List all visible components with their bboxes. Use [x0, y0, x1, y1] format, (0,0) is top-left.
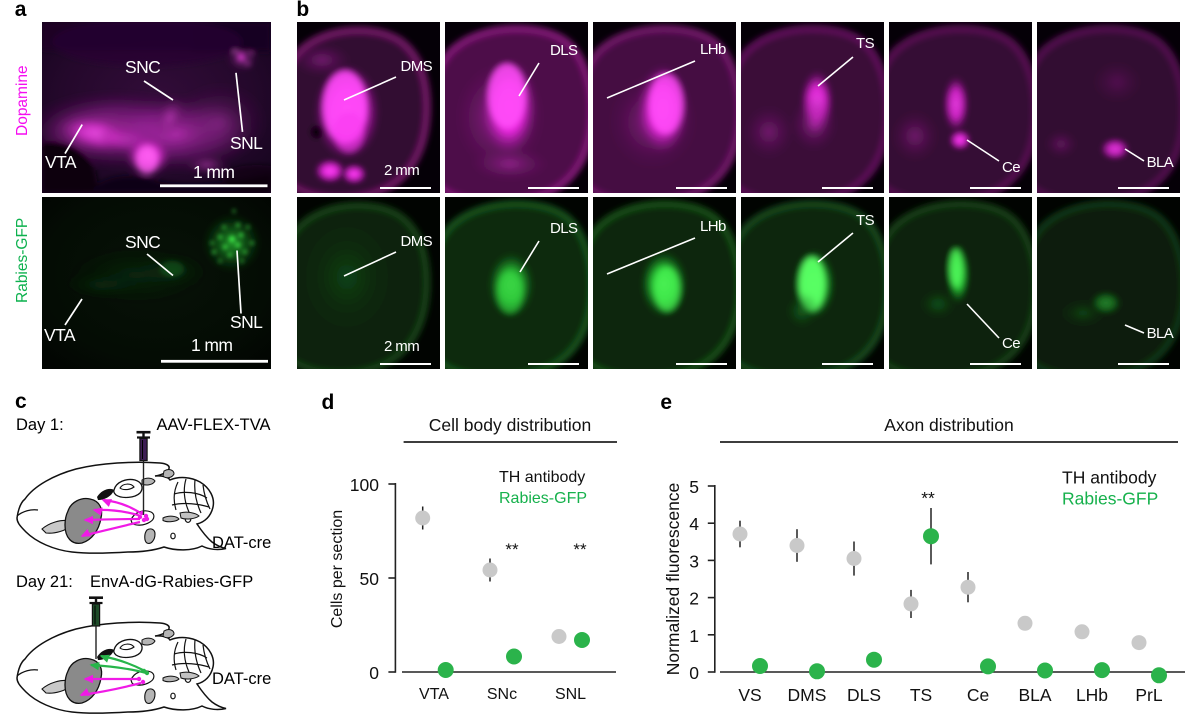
svg-text:Ce: Ce [967, 685, 989, 705]
svg-text:**: ** [573, 540, 587, 559]
svg-text:Cells per section: Cells per section [330, 510, 346, 628]
svg-text:100: 100 [350, 475, 379, 495]
svg-text:5: 5 [689, 477, 699, 497]
svg-text:VTA: VTA [419, 686, 449, 703]
svg-text:TH antibody: TH antibody [499, 469, 585, 486]
svg-text:DLS: DLS [847, 685, 881, 705]
svg-text:SNc: SNc [487, 686, 517, 703]
svg-text:VS: VS [738, 685, 761, 705]
svg-text:0: 0 [689, 663, 699, 683]
svg-text:Axon distribution: Axon distribution [884, 415, 1013, 435]
svg-text:3: 3 [689, 551, 699, 571]
svg-text:2: 2 [689, 589, 699, 609]
svg-text:50: 50 [360, 569, 380, 589]
svg-text:PrL: PrL [1135, 685, 1163, 705]
svg-text:TS: TS [910, 685, 932, 705]
svg-text:4: 4 [689, 514, 699, 534]
svg-text:**: ** [505, 540, 519, 559]
svg-text:DMS: DMS [788, 685, 827, 705]
svg-text:Normalized fluorescence: Normalized fluorescence [663, 483, 683, 676]
svg-text:Rabies-GFP: Rabies-GFP [499, 490, 587, 507]
svg-text:SNL: SNL [555, 686, 586, 703]
svg-text:BLA: BLA [1018, 685, 1051, 705]
svg-text:TH antibody: TH antibody [1062, 468, 1157, 488]
svg-text:**: ** [921, 488, 935, 508]
svg-text:Rabies-GFP: Rabies-GFP [1062, 489, 1158, 509]
svg-text:Cell body distribution: Cell body distribution [429, 415, 591, 435]
svg-text:0: 0 [369, 663, 379, 683]
svg-text:1: 1 [689, 626, 699, 646]
svg-text:LHb: LHb [1076, 685, 1108, 705]
